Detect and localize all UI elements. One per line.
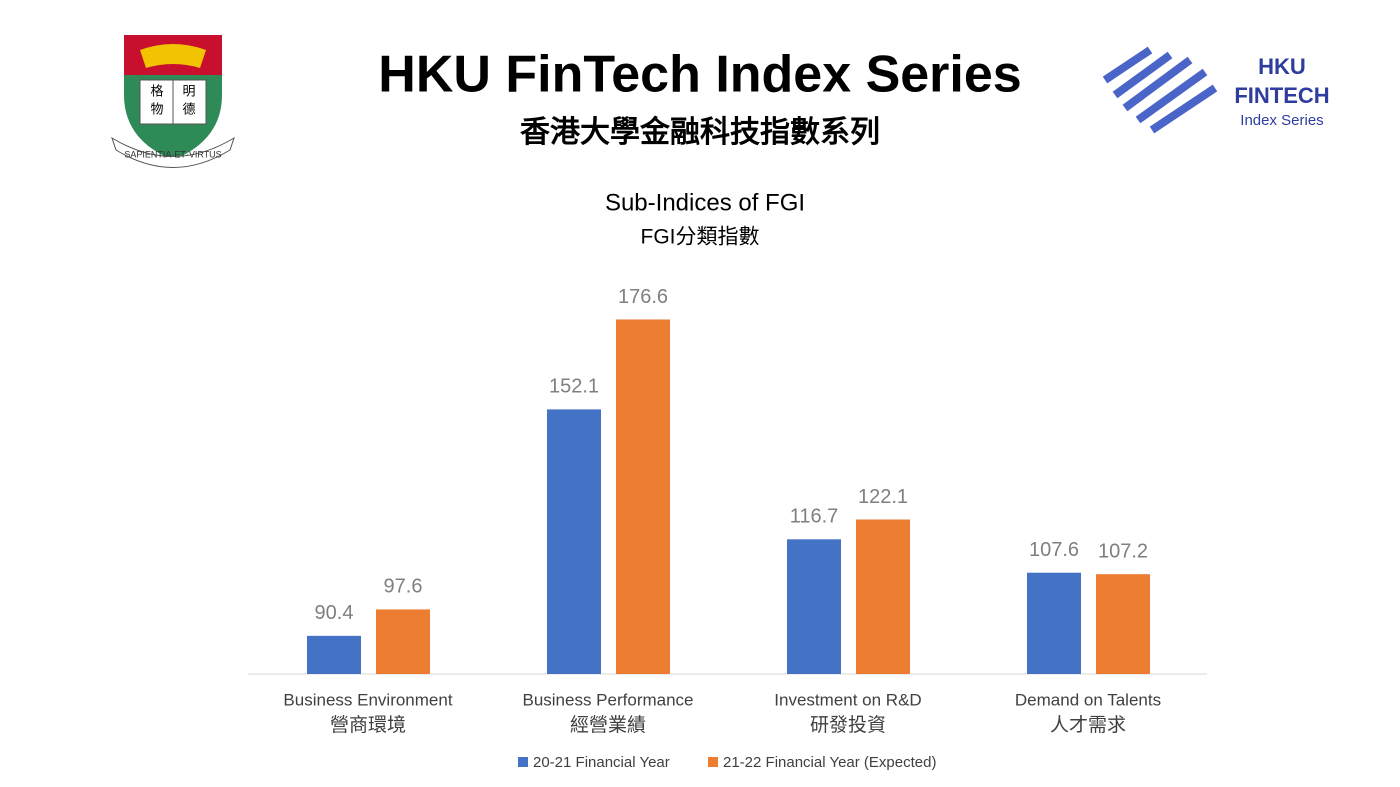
legend-label: 20-21 Financial Year (533, 754, 670, 771)
bar (547, 409, 601, 674)
x-tick-label-zh: 營商環境 (330, 714, 406, 736)
bar (307, 635, 361, 674)
crest-char: 德 (182, 101, 195, 116)
value-label: 116.7 (790, 506, 839, 528)
x-tick-label: Demand on Talents (1015, 690, 1161, 709)
x-tick-label-zh: 研發投資 (810, 714, 886, 736)
bar (787, 539, 841, 674)
page-subtitle: 香港大學金融科技指數系列 (520, 115, 880, 149)
logo-text: HKU (1258, 54, 1306, 79)
legend-label: 21-22 Financial Year (Expected) (723, 754, 936, 771)
bar (616, 319, 670, 674)
chart-title: Sub-Indices of FGI (605, 189, 805, 216)
x-tick-label-zh: 經營業績 (570, 714, 646, 736)
x-tick-label: Business Environment (283, 690, 452, 709)
value-label: 122.1 (858, 486, 908, 508)
value-label: 107.2 (1098, 540, 1148, 562)
crest-char: 格 (150, 83, 163, 98)
value-label: 176.6 (618, 286, 668, 308)
crest-motto: SAPIENTIA·ET·VIRTUS (124, 149, 221, 159)
hku-crest: 格 明 物 德 SAPIENTIA·ET·VIRTUS (111, 35, 235, 168)
legend-swatch (708, 757, 718, 767)
x-tick-label: Business Performance (522, 690, 693, 709)
crest-char: 物 (150, 101, 163, 116)
fintech-logo: HKU FINTECH Index Series (1102, 46, 1330, 134)
logo-text: FINTECH (1234, 83, 1329, 108)
legend-swatch (518, 757, 528, 767)
x-tick-label-zh: 人才需求 (1050, 714, 1126, 736)
bar (1027, 572, 1081, 674)
bar (376, 609, 430, 674)
bar (1096, 574, 1150, 674)
value-label: 90.4 (315, 602, 354, 624)
chart-subtitle: FGI分類指數 (641, 226, 760, 249)
crest-char: 明 (182, 83, 195, 98)
value-label: 152.1 (549, 376, 599, 398)
page-title: HKU FinTech Index Series (378, 46, 1021, 104)
value-label: 107.6 (1029, 539, 1079, 561)
bar (856, 519, 910, 674)
value-label: 97.6 (384, 576, 423, 598)
logo-text: Index Series (1240, 112, 1323, 129)
x-tick-label: Investment on R&D (774, 690, 921, 709)
